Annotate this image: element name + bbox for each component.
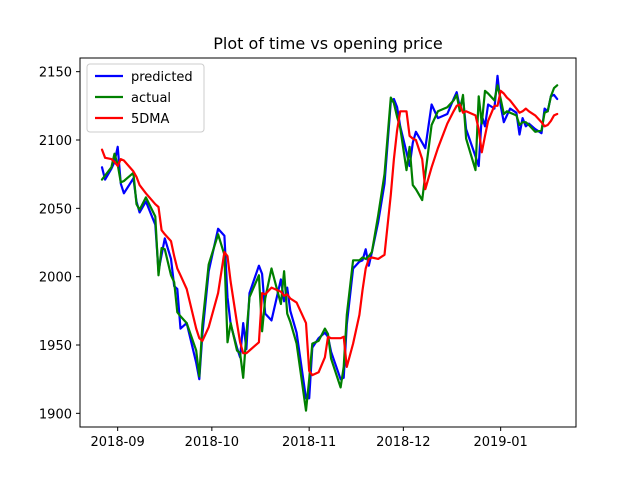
- legend: predicted actual 5DMA: [86, 63, 205, 133]
- legend-box: [86, 63, 205, 133]
- x-axis: 2018-09 2018-10 2018-11 2018-12 2019-01: [91, 427, 528, 450]
- y-tick-label: 2150: [39, 66, 72, 81]
- series-layer: [100, 74, 559, 412]
- x-tick-label: 2019-01: [473, 435, 527, 450]
- x-tick-label: 2018-11: [282, 435, 336, 450]
- plot-area-frame: [79, 57, 577, 428]
- y-tick-label: 2100: [39, 134, 72, 149]
- series-line-actual: [100, 84, 559, 412]
- legend-label-actual: actual: [131, 91, 171, 106]
- y-tick-label: 2050: [39, 202, 72, 217]
- y-tick-label: 2000: [39, 271, 72, 286]
- series-line-5dma: [100, 89, 559, 377]
- x-tick-label: 2018-10: [185, 435, 239, 450]
- legend-label-5dma: 5DMA: [131, 112, 169, 127]
- y-tick-label: 1900: [39, 407, 72, 422]
- y-axis: 1900 1950 2000 2050 2100 2150: [39, 66, 80, 422]
- chart-title: Plot of time vs opening price: [213, 34, 442, 53]
- x-tick-label: 2018-09: [91, 435, 145, 450]
- y-tick-label: 1950: [39, 339, 72, 354]
- x-tick-label: 2018-12: [376, 435, 430, 450]
- legend-label-predicted: predicted: [131, 70, 193, 85]
